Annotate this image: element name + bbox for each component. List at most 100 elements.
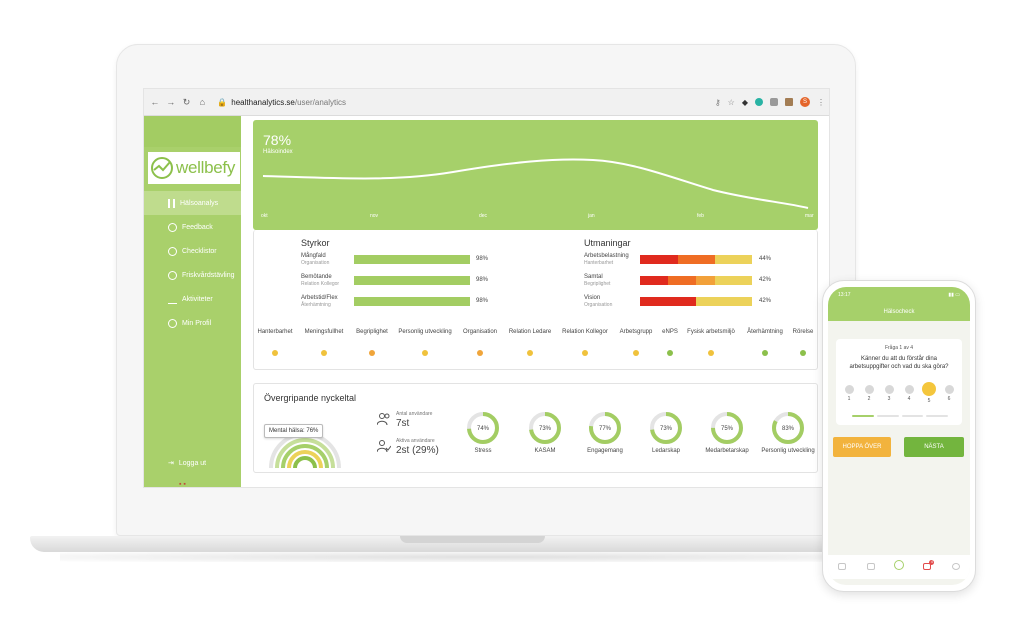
- answer-option-5[interactable]: 5: [922, 382, 936, 404]
- main-content: 78% Hälsoindex okt nov dec jan feb mar S…: [241, 116, 829, 487]
- question-card: Fråga 1 av 4 Känner du att du förstår di…: [836, 339, 962, 425]
- month-label: jan: [588, 213, 595, 219]
- language-flags[interactable]: ▪ ▪: [179, 481, 186, 488]
- topic-label: eNPS: [662, 329, 678, 335]
- topic-status-dot: [527, 350, 533, 356]
- laptop-screen: ← → ↻ ⌂ 🔒 healthanalytics.se/user/analyt…: [143, 88, 830, 488]
- strength-bar: [354, 276, 470, 285]
- topic-label: Begriplighet: [356, 329, 388, 335]
- donut-ring: 75%: [711, 412, 743, 444]
- chat-bubble-icon: [168, 222, 177, 232]
- challenge-bar: [640, 276, 752, 285]
- tab-add[interactable]: [887, 559, 911, 572]
- month-label: feb: [697, 213, 704, 219]
- phone-tab-bar: 4: [828, 555, 970, 579]
- star-icon[interactable]: ☆: [727, 97, 735, 107]
- tab-timer[interactable]: [859, 562, 883, 572]
- next-button[interactable]: NÄSTA: [904, 437, 964, 457]
- kpi-donut[interactable]: 83%: [771, 411, 805, 450]
- sidebar-item-feedback[interactable]: Feedback: [144, 215, 241, 239]
- kpi-donut[interactable]: 73%: [528, 411, 562, 450]
- logo-text: wellbefy: [176, 158, 236, 177]
- answer-option-4[interactable]: 4: [904, 385, 914, 402]
- kpi-donut[interactable]: 73%: [649, 411, 683, 450]
- key-icon[interactable]: ⚷: [714, 97, 721, 107]
- tab-health[interactable]: 4: [915, 559, 939, 572]
- lock-icon: 🔒: [217, 97, 228, 107]
- signal-battery-icon: ▮▮ ▭: [948, 292, 960, 298]
- address-bar[interactable]: 🔒 healthanalytics.se/user/analytics: [217, 98, 709, 107]
- more-menu-icon[interactable]: ⋮: [817, 97, 825, 107]
- sidebar-item-halsoanalys[interactable]: Hälsoanalys: [144, 191, 241, 215]
- users-icon: [377, 413, 390, 425]
- sidebar-item-friskvardstavling[interactable]: Friskvårdstävling: [144, 263, 241, 287]
- strength-bar: [354, 297, 470, 306]
- wellbefy-logo[interactable]: wellbefy: [148, 152, 240, 184]
- extension-icon[interactable]: ◆: [741, 97, 748, 107]
- face-icon: [944, 385, 954, 394]
- strength-value: 98%: [476, 256, 489, 262]
- sidebar-item-label: Friskvårdstävling: [182, 271, 235, 279]
- sidebar-item-checklistor[interactable]: Checklistor: [144, 239, 241, 263]
- sidebar-item-label: Checklistor: [182, 247, 217, 255]
- challenge-name: Vision: [584, 295, 601, 301]
- user-stat-value: 2st (29%): [396, 445, 439, 456]
- check-circle-icon: [168, 246, 177, 256]
- bar-chart-icon: [838, 562, 847, 570]
- status-time: 13:17: [838, 292, 851, 298]
- extension-brown-icon[interactable]: [785, 98, 793, 106]
- answer-option-2[interactable]: 2: [864, 385, 874, 402]
- phone-screen: 13:17 ▮▮ ▭ Hälsocheck Fråga 1 av 4 Känne…: [828, 287, 970, 585]
- reload-icon[interactable]: ↻: [182, 96, 191, 107]
- sidebar-item-aktiviteter[interactable]: Aktiviteter: [144, 287, 241, 311]
- laptop-notch: [400, 536, 545, 543]
- donut-value: 73%: [660, 426, 673, 432]
- strength-sub: Återhämtning: [301, 302, 331, 308]
- tab-profile[interactable]: [944, 562, 968, 572]
- kpi-donut[interactable]: 74%: [466, 411, 500, 450]
- logout-label: Logga ut: [178, 459, 207, 467]
- kpi-donut[interactable]: 75%: [710, 411, 744, 450]
- sidebar: wellbefy Hälsoanalys Feedback Checklisto…: [144, 116, 241, 488]
- strength-sub: Relation Kollegor: [301, 281, 340, 287]
- sidebar-item-min-profil[interactable]: Min Profil: [144, 311, 241, 335]
- plus-circle-icon: [893, 559, 904, 570]
- donut-label: Personlig utveckling: [761, 448, 815, 454]
- question-text: Känner du att du förstår dina arbetsuppg…: [849, 356, 949, 370]
- answer-option-1[interactable]: 1: [844, 385, 854, 402]
- question-progress: [852, 415, 948, 417]
- donut-value: 73%: [539, 426, 552, 432]
- strength-name: Arbetstid/Flex: [301, 295, 338, 301]
- forward-arrow-icon[interactable]: →: [166, 97, 176, 107]
- profile-avatar[interactable]: S: [800, 97, 810, 107]
- topic-status-dot: [272, 350, 278, 356]
- phone-mockup: 13:17 ▮▮ ▭ Hälsocheck Fråga 1 av 4 Känne…: [822, 280, 976, 592]
- answer-number: 2: [867, 396, 871, 402]
- answer-number: 5: [927, 398, 931, 404]
- notification-badge: 4: [929, 559, 935, 565]
- health-index-chart: 78% Hälsoindex okt nov dec jan feb mar: [253, 120, 818, 230]
- topic-label: Rörelse: [792, 329, 814, 335]
- home-icon[interactable]: ⌂: [199, 97, 206, 107]
- strength-value: 98%: [476, 298, 489, 304]
- donut-ring: 73%: [529, 412, 561, 444]
- skip-button[interactable]: HOPPA ÖVER: [833, 437, 891, 457]
- strengths-challenges-panel: Styrkor Mångfald Organisation 98% Bemöta…: [253, 230, 818, 370]
- strengths-title: Styrkor: [301, 238, 330, 248]
- phone-status-bar: 13:17 ▮▮ ▭: [828, 287, 970, 303]
- answer-option-3[interactable]: 3: [884, 385, 894, 402]
- donut-value: 74%: [477, 426, 490, 432]
- face-icon: [904, 385, 914, 394]
- topic-status-dot: [582, 350, 588, 356]
- tab-statistics[interactable]: [830, 562, 854, 572]
- extension-teal-icon[interactable]: [755, 98, 763, 106]
- extension-grey-icon[interactable]: [770, 98, 778, 106]
- logout-button[interactable]: ⇥ Logga ut: [168, 459, 207, 468]
- happy-face-icon: [922, 382, 936, 396]
- topic-label: Personlig utveckling: [398, 329, 452, 335]
- donut-value: 77%: [599, 426, 612, 432]
- answer-option-6[interactable]: 6: [944, 385, 954, 402]
- kpi-donut[interactable]: 77%: [588, 411, 622, 450]
- laptop-shadow: [60, 552, 920, 562]
- back-arrow-icon[interactable]: ←: [150, 97, 160, 107]
